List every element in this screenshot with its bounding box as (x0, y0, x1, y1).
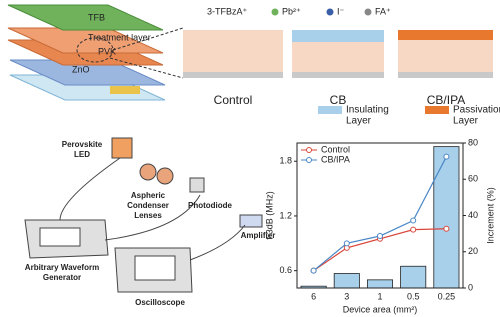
x-axis-label: Device area (mm²) (343, 304, 418, 314)
y2-tick-label: 20 (468, 246, 478, 256)
legend-marker (306, 157, 312, 163)
marker (377, 233, 383, 240)
bar (433, 146, 460, 289)
x-tick-label: 0.5 (407, 291, 420, 301)
legend-label: Passivation (453, 105, 500, 116)
legend-label: CB/IPA (321, 154, 350, 164)
x-tick-label: 0.25 (438, 291, 456, 301)
panel-label: CB (330, 93, 347, 107)
x-tick-label: 1 (377, 291, 382, 301)
setup-label: Arbitrary Waveform (25, 263, 99, 272)
line (313, 156, 447, 272)
legend-swatch (318, 106, 342, 114)
layer-label: PVK (98, 46, 116, 56)
setup-drawing (24, 137, 263, 293)
panel-label: Control (214, 93, 253, 107)
y2-tick-label: 80 (468, 137, 478, 147)
marker (343, 240, 350, 247)
y2-tick-label: 40 (468, 210, 478, 220)
ion-legend: I⁻ (337, 6, 345, 16)
y2-axis-label: Increment (%) (485, 187, 495, 244)
y2-tick-label: 60 (468, 174, 478, 184)
layer-label: TFB (88, 12, 105, 22)
legend-label: Insulating (346, 105, 389, 116)
panels (183, 30, 493, 78)
marker (410, 226, 417, 233)
legend-swatch (425, 106, 449, 114)
bar (400, 265, 427, 289)
setup-label: Perovskite (62, 140, 103, 149)
layer-label: Treatment layer (88, 32, 151, 42)
setup-label: Photodiode (188, 201, 233, 210)
setup-label: LED (74, 150, 90, 159)
bar (366, 279, 394, 289)
setup-label: Aspheric (131, 191, 166, 200)
setup-label: Condenser (127, 201, 169, 210)
chart: 0.6 1.2 1.8 0 20 40 60 80 6 3 1 0.5 0.25 Device area … (264, 137, 495, 314)
layer-label: ZnO (72, 64, 90, 74)
y-tick-label: 1.8 (279, 156, 292, 166)
legend-label: Control (321, 144, 350, 154)
ion-swatch (271, 8, 279, 16)
marker (310, 267, 317, 274)
setup-label: Generator (43, 273, 81, 282)
setup-label: Oscilloscope (135, 298, 185, 307)
device-stack (7, 4, 184, 101)
ion-legend: Pb²⁺ (282, 6, 301, 16)
y-axis-label: f-3dB (MHz) (264, 191, 274, 240)
bar (333, 273, 360, 289)
legend-label: Layer (453, 116, 479, 127)
legend-marker (306, 147, 312, 153)
marker (443, 225, 450, 232)
ion-legend: FA⁺ (375, 6, 391, 16)
setup-label: Amplifier (241, 231, 276, 240)
y2-tick-label: 0 (468, 282, 473, 292)
setup-label: Lenses (134, 211, 162, 220)
y-tick-label: 0.6 (279, 265, 292, 275)
marker (443, 153, 450, 160)
ion-swatch (364, 8, 372, 16)
y-tick-label: 1.2 (279, 210, 292, 220)
ion-legend: 3-TFBzA⁺ (207, 6, 248, 16)
ion-swatch (326, 8, 334, 16)
legend-label: Layer (346, 116, 372, 127)
marker (410, 217, 417, 224)
x-tick-label: 6 (311, 291, 316, 301)
panel-label: CB/IPA (427, 93, 465, 107)
x-tick-label: 3 (344, 291, 349, 301)
